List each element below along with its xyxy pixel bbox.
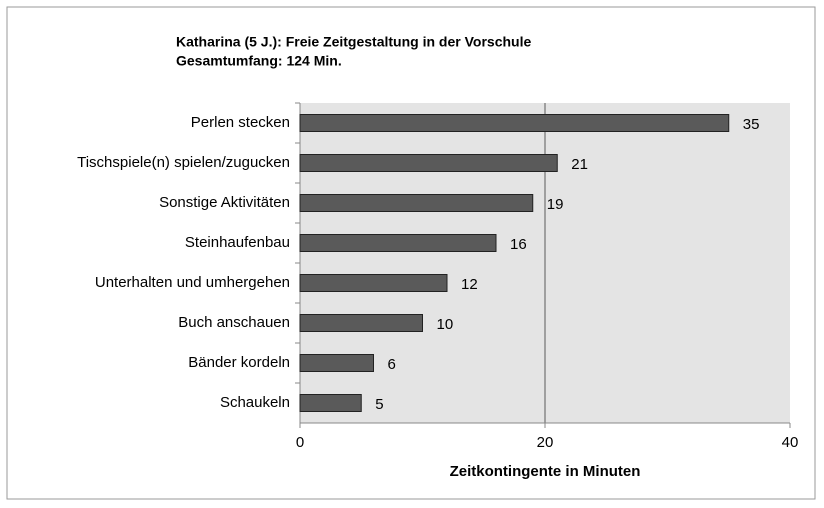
value-label: 12 (461, 276, 478, 293)
bar (299, 274, 448, 292)
value-label: 21 (571, 156, 588, 173)
value-label: 6 (388, 356, 396, 373)
bar (299, 394, 362, 412)
y-tick-label: Schaukeln (220, 394, 290, 411)
y-tick-label: Steinhaufenbau (185, 234, 290, 251)
value-label: 16 (510, 236, 527, 253)
y-tick-label: Bänder kordeln (188, 354, 290, 371)
x-tick-label: 0 (296, 434, 304, 451)
y-tick-label: Sonstige Aktivitäten (159, 194, 290, 211)
x-tick-label: 20 (537, 434, 554, 451)
value-label: 35 (743, 116, 760, 133)
bar (299, 234, 497, 252)
value-label: 19 (547, 196, 564, 213)
bar (299, 314, 423, 332)
x-tick-label: 40 (782, 434, 799, 451)
y-tick-label: Tischspiele(n) spielen/zugucken (77, 154, 290, 171)
bar (299, 354, 374, 372)
bar (299, 114, 730, 132)
y-tick-label: Perlen stecken (191, 114, 290, 131)
bar (299, 154, 558, 172)
y-tick-label: Buch anschauen (178, 314, 290, 331)
chart-title: Katharina (5 J.): Freie Zeitgestaltung i… (176, 34, 531, 50)
value-label: 10 (437, 316, 454, 333)
y-tick-label: Unterhalten und umhergehen (95, 274, 290, 291)
chart-subtitle: Gesamtumfang: 124 Min. (176, 53, 342, 69)
bar (299, 194, 534, 212)
x-axis-label: Zeitkontingente in Minuten (450, 463, 641, 480)
value-label: 5 (375, 396, 383, 413)
